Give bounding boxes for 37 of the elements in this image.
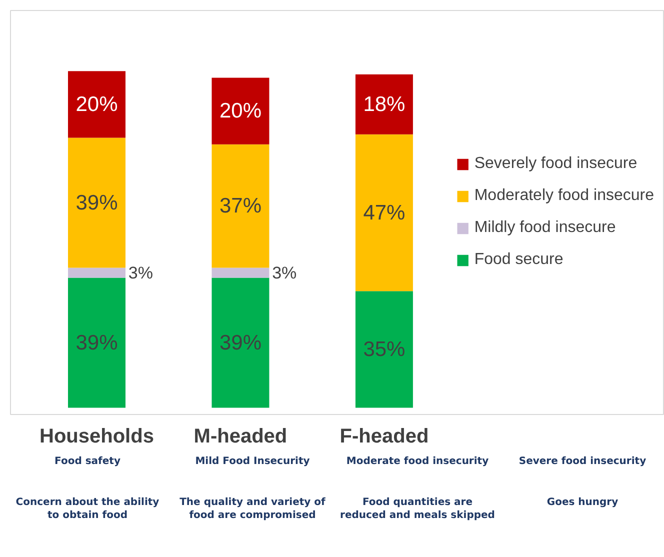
data-label: 47% — [363, 201, 406, 224]
bar — [355, 291, 413, 408]
legend-label: Food secure — [474, 251, 564, 269]
data-label: 39% — [219, 331, 262, 354]
bar — [68, 71, 126, 138]
bar — [212, 144, 270, 268]
data-label: 39% — [76, 331, 118, 354]
bar — [355, 134, 413, 292]
data-label: 37% — [219, 194, 262, 218]
data-label: 35% — [363, 338, 406, 361]
data-label: 3% — [128, 263, 153, 282]
legend-label: Moderately food insecure — [474, 187, 654, 205]
text: Goes hungry — [546, 496, 620, 510]
bar — [212, 78, 270, 144]
bar — [68, 278, 126, 408]
x-tick-label: F-headed — [340, 426, 429, 448]
bar — [212, 278, 270, 408]
x-tick-label: M-headed — [194, 426, 288, 448]
bar — [355, 74, 413, 134]
text: Moderate food insecurity — [345, 455, 490, 468]
data-label: 39% — [76, 191, 118, 214]
legend-label: Mildly food insecure — [474, 219, 616, 237]
text: Severe food insecurity — [518, 455, 648, 468]
data-label: 20% — [219, 100, 262, 123]
x-tick-label: Households — [40, 426, 154, 448]
data-label: 20% — [76, 92, 118, 116]
legend-label: Severely food insecure — [474, 155, 638, 173]
text: Concern about the ability to obtain food — [14, 496, 160, 522]
bar — [68, 268, 126, 278]
bar — [212, 268, 270, 278]
text: Food quantities are reduced and meals skipped — [339, 496, 496, 522]
text: Food safety — [54, 455, 122, 468]
data-label: 3% — [272, 263, 297, 282]
bar — [68, 138, 126, 268]
data-label: 18% — [363, 92, 406, 116]
text: The quality and variety of food are compromised — [178, 496, 326, 522]
text: Mild Food Insecurity — [194, 455, 311, 468]
